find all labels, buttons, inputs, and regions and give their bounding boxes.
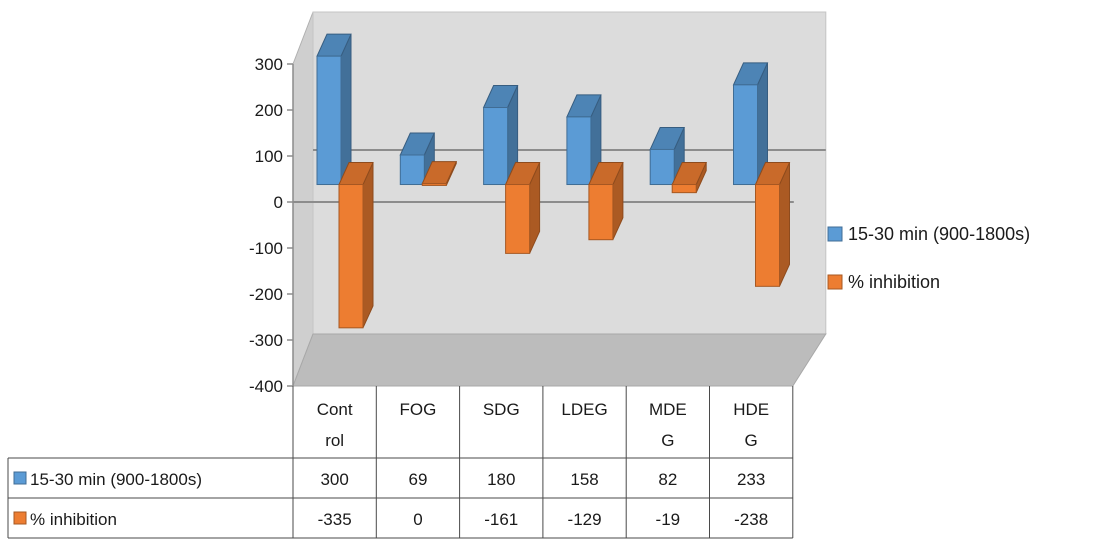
data-table: Cont rol FOG SDG LDEG MDE G HDE G 15-30 min (900-… xyxy=(7,386,794,539)
bar-front xyxy=(755,184,780,287)
bar-front xyxy=(733,84,758,186)
category-label: G xyxy=(745,431,758,450)
y-tick-label: -100 xyxy=(249,239,283,258)
floor xyxy=(292,333,827,387)
category-label: rol xyxy=(325,431,344,450)
bar-series2-SDG xyxy=(504,162,541,254)
y-tick-label: -400 xyxy=(249,377,283,396)
bar-front xyxy=(671,184,697,194)
legend-key xyxy=(827,226,843,242)
legend-key xyxy=(827,274,843,290)
category-label: LDEG xyxy=(561,400,607,419)
table-legend-key xyxy=(13,511,27,525)
table-series-name: % inhibition xyxy=(30,510,117,529)
category-label: MDE xyxy=(649,400,687,419)
data-label: 69 xyxy=(408,470,427,489)
bar-front xyxy=(588,184,614,241)
category-label: G xyxy=(661,431,674,450)
category-label: SDG xyxy=(483,400,520,419)
data-label: 180 xyxy=(487,470,515,489)
data-label: -129 xyxy=(568,510,602,529)
bar-front xyxy=(338,184,364,329)
bar-series2-Control xyxy=(338,162,374,329)
data-label: -19 xyxy=(656,510,681,529)
category-label: HDE xyxy=(733,400,769,419)
bar-series1-MDEG xyxy=(649,126,685,186)
table-legend-key xyxy=(13,471,27,485)
data-label: -335 xyxy=(318,510,352,529)
chart-bars xyxy=(316,33,791,329)
bar-side xyxy=(362,162,374,329)
bar-front xyxy=(421,183,447,186)
y-tick-label: -200 xyxy=(249,285,283,304)
legend-label: 15-30 min (900-1800s) xyxy=(848,224,1030,244)
data-label: 82 xyxy=(658,470,677,489)
bar-series2-LDEG xyxy=(588,162,624,241)
bar-series2-FOG xyxy=(421,161,458,186)
data-label: 233 xyxy=(737,470,765,489)
y-tick-label: 200 xyxy=(255,101,283,120)
y-tick-label: 300 xyxy=(255,55,283,74)
bar-front xyxy=(505,184,531,254)
data-label: 0 xyxy=(413,510,422,529)
y-tick-label: 0 xyxy=(274,193,283,212)
bar-side xyxy=(340,33,352,185)
y-axis: 300 200 100 0 -100 -200 -300 -400 xyxy=(249,55,294,396)
data-label: -238 xyxy=(734,510,768,529)
bar-series2-HDEG xyxy=(754,162,791,287)
bar-series1-Control xyxy=(316,33,352,186)
table-series-name: 15-30 min (900-1800s) xyxy=(30,470,202,489)
bar-front xyxy=(316,55,342,186)
bar-series1-FOG xyxy=(399,132,436,186)
bar-series1-HDEG xyxy=(732,62,769,186)
legend-label: % inhibition xyxy=(848,272,940,292)
bar-series2-MDEG xyxy=(671,162,707,194)
side-wall xyxy=(292,11,314,387)
category-label: Cont xyxy=(317,400,353,419)
y-tick-label: -300 xyxy=(249,331,283,350)
bar-front xyxy=(566,116,592,186)
bar-front xyxy=(483,107,509,186)
legend: 15-30 min (900-1800s) % inhibition xyxy=(827,224,1030,292)
data-label: -161 xyxy=(484,510,518,529)
data-label: 158 xyxy=(570,470,598,489)
bar-front xyxy=(649,148,675,186)
y-tick-label: 100 xyxy=(255,147,283,166)
data-label: 300 xyxy=(320,470,348,489)
bar-series1-SDG xyxy=(482,85,519,186)
category-label: FOG xyxy=(400,400,437,419)
bar-front xyxy=(399,154,425,186)
